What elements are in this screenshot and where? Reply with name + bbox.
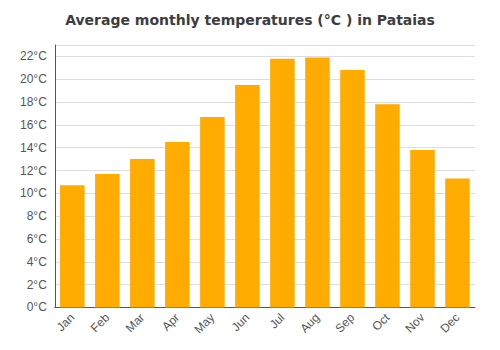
svg-text:20°C: 20°C xyxy=(20,72,47,86)
svg-text:16°C: 16°C xyxy=(20,118,47,132)
svg-text:Oct: Oct xyxy=(369,310,393,334)
svg-text:Average monthly temperatures (: Average monthly temperatures (°C ) in Pa… xyxy=(65,12,435,28)
svg-text:Dec: Dec xyxy=(437,311,462,336)
svg-text:Nov: Nov xyxy=(402,311,427,336)
svg-text:Jun: Jun xyxy=(229,311,253,335)
svg-text:May: May xyxy=(191,311,217,337)
svg-text:6°C: 6°C xyxy=(27,232,47,246)
svg-text:8°C: 8°C xyxy=(27,209,47,223)
svg-text:Mar: Mar xyxy=(123,311,148,335)
svg-text:10°C: 10°C xyxy=(20,186,47,200)
svg-text:Jan: Jan xyxy=(54,311,78,335)
svg-text:Sep: Sep xyxy=(332,310,357,335)
svg-text:0°C: 0°C xyxy=(27,300,47,314)
svg-text:Feb: Feb xyxy=(88,310,113,335)
svg-text:Aug: Aug xyxy=(297,311,322,336)
svg-text:14°C: 14°C xyxy=(20,141,47,155)
svg-text:22°C: 22°C xyxy=(20,49,47,63)
svg-text:Apr: Apr xyxy=(159,311,182,334)
svg-text:12°C: 12°C xyxy=(20,164,47,178)
svg-text:2°C: 2°C xyxy=(27,278,47,292)
svg-text:4°C: 4°C xyxy=(27,255,47,269)
svg-text:18°C: 18°C xyxy=(20,95,47,109)
svg-text:Jul: Jul xyxy=(267,311,288,332)
